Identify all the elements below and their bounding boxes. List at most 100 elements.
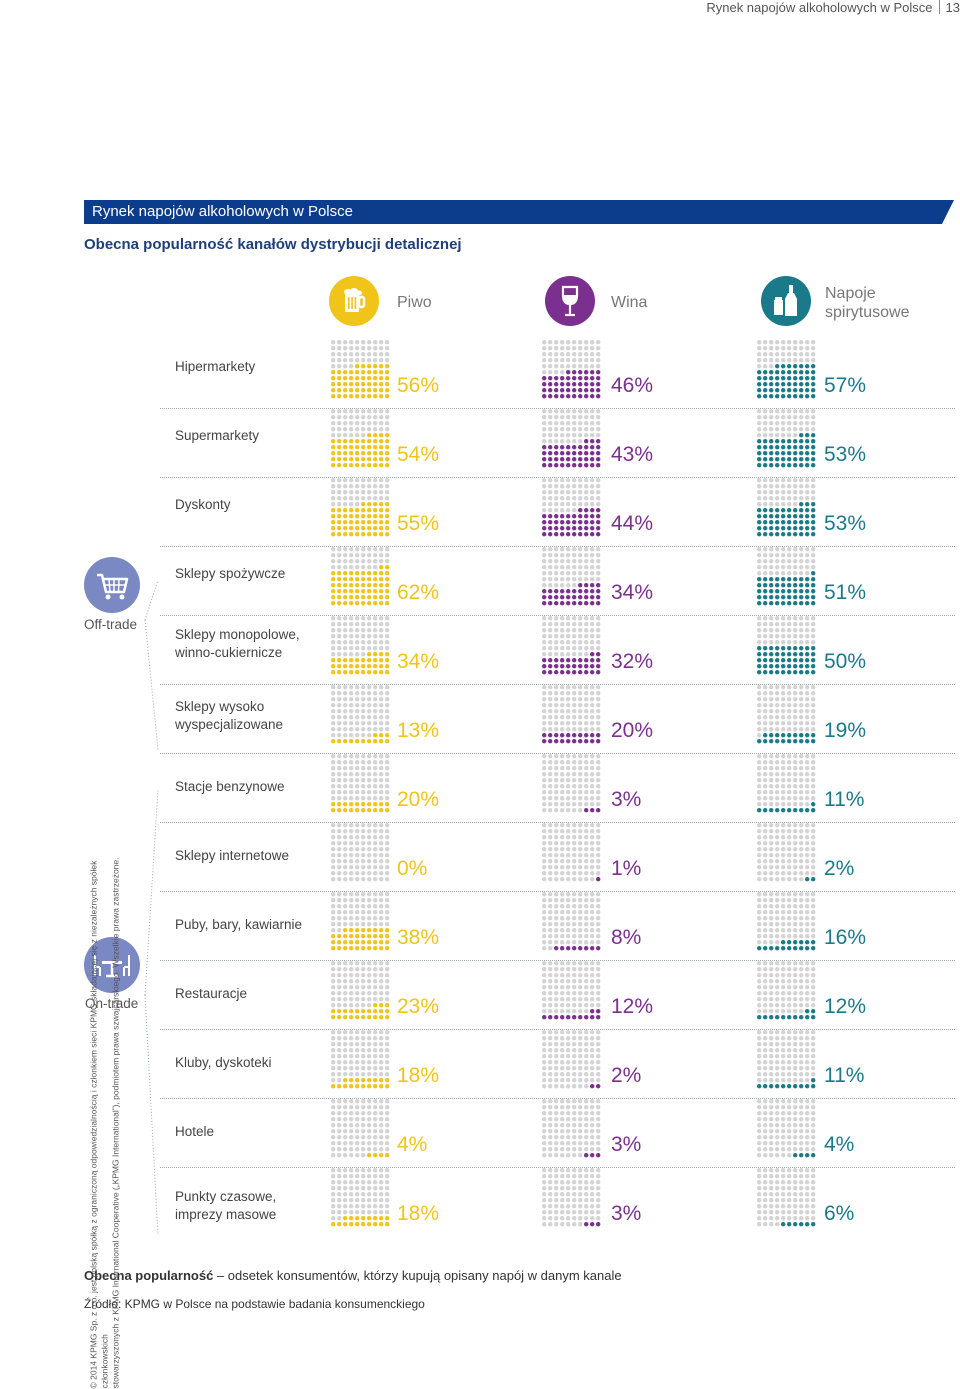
empty-dot — [349, 1153, 354, 1158]
empty-dot — [361, 760, 366, 765]
empty-dot — [566, 1084, 571, 1089]
empty-dot — [572, 1147, 577, 1152]
empty-dot — [590, 1048, 595, 1053]
table-chairs-icon — [84, 937, 140, 993]
empty-dot — [361, 1117, 366, 1122]
empty-dot — [343, 1072, 348, 1077]
empty-dot — [805, 703, 810, 708]
empty-dot — [793, 1141, 798, 1146]
empty-dot — [584, 871, 589, 876]
empty-dot — [805, 754, 810, 759]
empty-dot — [787, 922, 792, 927]
empty-dot — [590, 1141, 595, 1146]
empty-dot — [757, 703, 762, 708]
empty-dot — [560, 547, 565, 552]
filled-dot — [548, 670, 553, 675]
empty-dot — [596, 796, 601, 801]
dot-grid — [331, 892, 390, 951]
percentage-label: 12% — [611, 995, 653, 1018]
empty-dot — [769, 1036, 774, 1041]
empty-dot — [554, 760, 559, 765]
empty-dot — [799, 973, 804, 978]
filled-dot — [793, 733, 798, 738]
empty-dot — [542, 415, 547, 420]
empty-dot — [596, 922, 601, 927]
empty-dot — [805, 1123, 810, 1128]
empty-dot — [331, 1129, 336, 1134]
empty-dot — [361, 727, 366, 732]
empty-dot — [554, 916, 559, 921]
filled-dot — [590, 376, 595, 381]
empty-dot — [787, 559, 792, 564]
filled-dot — [763, 520, 768, 525]
empty-dot — [769, 490, 774, 495]
empty-dot — [349, 547, 354, 552]
empty-dot — [590, 496, 595, 501]
empty-dot — [548, 922, 553, 927]
empty-dot — [805, 973, 810, 978]
empty-dot — [349, 766, 354, 771]
empty-dot — [542, 721, 547, 726]
empty-dot — [572, 433, 577, 438]
empty-dot — [554, 427, 559, 432]
empty-dot — [590, 790, 595, 795]
empty-dot — [560, 421, 565, 426]
empty-dot — [578, 1009, 583, 1014]
filled-dot — [793, 1084, 798, 1089]
filled-dot — [799, 370, 804, 375]
filled-dot — [769, 394, 774, 399]
empty-dot — [763, 565, 768, 570]
empty-dot — [596, 1111, 601, 1116]
empty-dot — [769, 1105, 774, 1110]
filled-dot — [379, 946, 384, 951]
filled-dot — [811, 382, 816, 387]
empty-dot — [578, 778, 583, 783]
filled-dot — [361, 583, 366, 588]
empty-dot — [337, 1204, 342, 1209]
empty-dot — [331, 766, 336, 771]
empty-dot — [379, 796, 384, 801]
filled-dot — [343, 382, 348, 387]
filled-dot — [379, 595, 384, 600]
filled-dot — [367, 739, 372, 744]
empty-dot — [781, 697, 786, 702]
filled-dot — [355, 457, 360, 462]
filled-dot — [385, 664, 390, 669]
dot-grid — [331, 685, 390, 744]
filled-dot — [590, 652, 595, 657]
filled-dot — [343, 589, 348, 594]
filled-dot — [361, 1222, 366, 1227]
empty-dot — [787, 691, 792, 696]
empty-dot — [560, 697, 565, 702]
empty-dot — [811, 1123, 816, 1128]
empty-dot — [337, 1003, 342, 1008]
empty-dot — [337, 898, 342, 903]
empty-dot — [781, 553, 786, 558]
empty-dot — [343, 1180, 348, 1185]
empty-dot — [584, 898, 589, 903]
percentage-label: 43% — [611, 443, 653, 466]
filled-dot — [763, 457, 768, 462]
filled-dot — [566, 370, 571, 375]
empty-dot — [367, 898, 372, 903]
empty-dot — [349, 697, 354, 702]
empty-dot — [811, 796, 816, 801]
empty-dot — [349, 973, 354, 978]
filled-dot — [331, 577, 336, 582]
empty-dot — [572, 1084, 577, 1089]
filled-dot — [596, 376, 601, 381]
filled-dot — [787, 394, 792, 399]
filled-dot — [343, 802, 348, 807]
empty-dot — [596, 340, 601, 345]
empty-dot — [578, 835, 583, 840]
empty-dot — [787, 1111, 792, 1116]
empty-dot — [367, 991, 372, 996]
empty-dot — [349, 835, 354, 840]
filled-dot — [349, 664, 354, 669]
filled-dot — [343, 1078, 348, 1083]
empty-dot — [578, 910, 583, 915]
filled-dot — [367, 808, 372, 813]
filled-dot — [799, 502, 804, 507]
empty-dot — [805, 979, 810, 984]
empty-dot — [361, 865, 366, 870]
